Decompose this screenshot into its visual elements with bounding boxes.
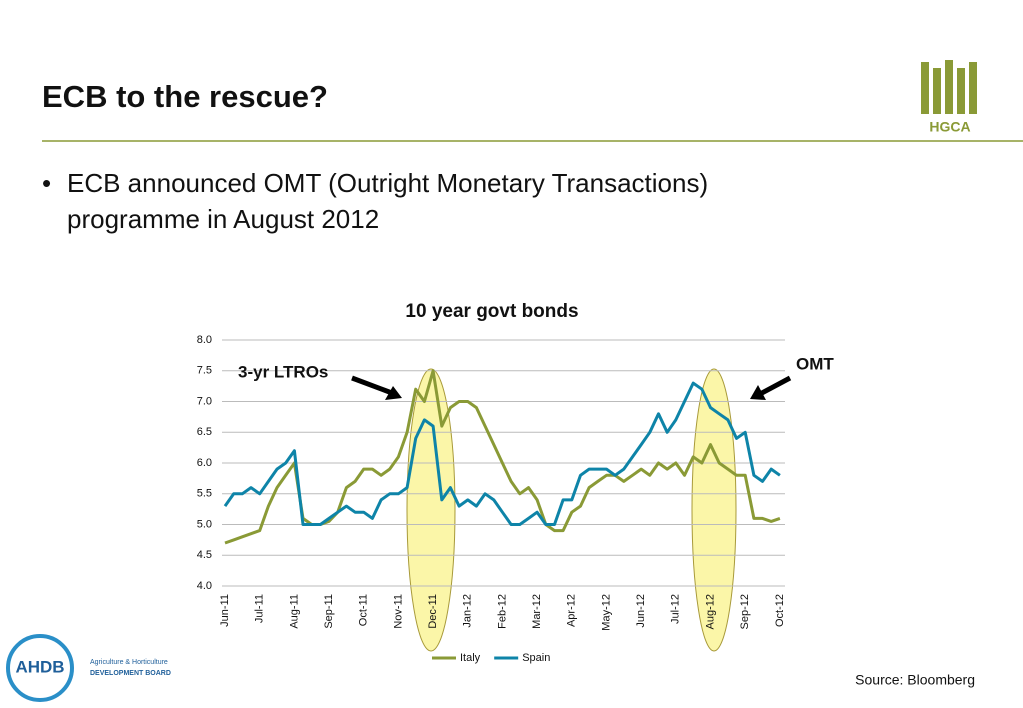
chart-title: 10 year govt bonds [405, 301, 578, 322]
ahdb-text: AHDB [15, 657, 64, 676]
highlight-ellipse [406, 368, 456, 652]
arrow-head [385, 386, 402, 400]
x-tick-label: Jul-12 [670, 594, 682, 624]
x-tick-label: Dec-11 [427, 594, 439, 629]
legend-label: Italy [460, 652, 481, 664]
y-tick-label: 6.5 [197, 426, 212, 438]
y-tick-label: 5.5 [197, 488, 212, 500]
ahdb-logo: AHDB Agriculture & Horticulture DEVELOPM… [6, 634, 171, 702]
x-tick-label: Feb-12 [496, 594, 508, 629]
source: Source: Bloomberg [855, 672, 975, 688]
x-tick-label: Sep-11 [323, 594, 335, 629]
x-tick-label: Jul-11 [254, 594, 266, 623]
hgca-logo: HGCA [921, 60, 977, 135]
hgca-text: HGCA [929, 119, 970, 135]
x-tick-label: Jun-11 [219, 594, 231, 627]
bullet-text: programme in August 2012 [67, 204, 379, 234]
highlight-ellipse [691, 368, 737, 652]
arrow [351, 375, 393, 396]
arrow [758, 375, 792, 397]
series-line [223, 381, 781, 526]
x-tick-label: Aug-11 [288, 594, 300, 629]
y-tick-label: 6.0 [197, 457, 212, 469]
x-tick-label: Jan-12 [462, 594, 474, 628]
bullet-dot: • [42, 168, 51, 198]
ahdb-line: Agriculture & Horticulture [90, 659, 168, 666]
x-tick-label: Nov-11 [392, 594, 404, 629]
annotation: 3-yr LTROs [238, 362, 328, 381]
y-tick-label: 7.5 [197, 365, 212, 377]
x-tick-label: Jun-12 [635, 594, 647, 628]
x-tick-label: May-12 [600, 594, 612, 631]
x-tick-label: Sep-12 [739, 594, 751, 629]
ahdb-line: DEVELOPMENT BOARD [90, 670, 171, 677]
x-tick-label: Oct-12 [774, 594, 786, 627]
y-tick-label: 4.5 [197, 549, 212, 561]
x-tick-label: Apr-12 [566, 594, 578, 627]
y-tick-label: 8.0 [197, 334, 212, 346]
x-tick-label: Aug-12 [704, 594, 716, 629]
y-tick-label: 5.0 [197, 518, 212, 530]
bullet-text: ECB announced OMT (Outright Monetary Tra… [67, 168, 708, 198]
x-tick-label: Oct-11 [358, 594, 370, 626]
y-tick-label: 4.0 [197, 580, 212, 592]
slide-title: ECB to the rescue? [42, 79, 328, 114]
legend-label: Spain [522, 652, 550, 664]
annotation: OMT [796, 354, 834, 373]
arrow-head [750, 385, 766, 400]
x-tick-label: Mar-12 [531, 594, 543, 629]
y-tick-label: 7.0 [197, 395, 212, 407]
